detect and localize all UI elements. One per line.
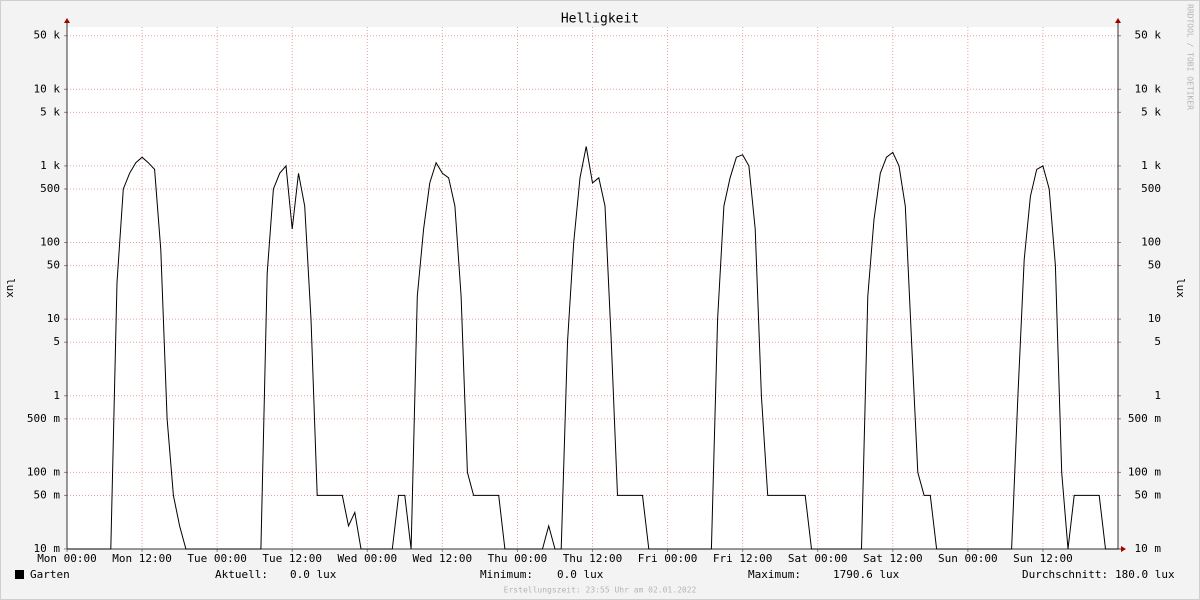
watermark: RRDTOOL / TOBI OETIKER: [1186, 4, 1195, 110]
stat-value: 0.0 lux: [557, 568, 604, 581]
y2-tick-label: 500 m: [1128, 412, 1161, 425]
y2-tick-label: 500: [1141, 182, 1161, 195]
chart-title: Helligkeit: [561, 12, 639, 27]
data-line: [67, 146, 1118, 550]
axis-arrow: [1121, 546, 1126, 552]
y2-tick-label: 50 m: [1135, 488, 1162, 501]
y2-tick-label: 100 m: [1128, 465, 1161, 478]
x-tick-label: Mon 00:00: [37, 552, 97, 565]
y2-tick-label: 1: [1154, 389, 1161, 402]
axis-arrow: [64, 18, 70, 23]
x-tick-label: Sat 12:00: [863, 552, 923, 565]
y-axis-label: lux: [4, 278, 17, 298]
y2-tick-label: 10: [1148, 312, 1161, 325]
x-tick-label: Wed 12:00: [413, 552, 473, 565]
axis-arrow: [1115, 18, 1121, 23]
y-tick-label: 50: [47, 259, 60, 272]
y2-tick-label: 50: [1148, 259, 1161, 272]
stat-label: Durchschnitt:: [1022, 568, 1108, 581]
x-tick-label: Thu 12:00: [563, 552, 623, 565]
y-tick-label: 1 k: [40, 159, 60, 172]
stat-value: 1790.6 lux: [833, 568, 900, 581]
y2-tick-label: 1 k: [1141, 159, 1161, 172]
x-tick-label: Tue 12:00: [262, 552, 322, 565]
y-tick-label: 50 k: [34, 29, 61, 42]
y-tick-label: 500 m: [27, 412, 60, 425]
x-tick-label: Fri 00:00: [638, 552, 698, 565]
legend-label: Garten: [30, 568, 70, 581]
x-tick-label: Thu 00:00: [488, 552, 548, 565]
stat-value: 0.0 lux: [290, 568, 337, 581]
y2-tick-label: 50 k: [1135, 29, 1162, 42]
footer: Erstellungszeit: 23:55 Uhr am 02.01.2022: [504, 586, 697, 595]
legend-swatch: [15, 570, 24, 579]
x-tick-label: Tue 00:00: [187, 552, 247, 565]
x-tick-label: Wed 00:00: [337, 552, 397, 565]
stat-label: Minimum:: [480, 568, 533, 581]
y2-axis-label: lux: [1174, 278, 1187, 298]
stat-value: 180.0 lux: [1115, 568, 1175, 581]
y2-tick-label: 5 k: [1141, 105, 1161, 118]
stat-label: Aktuell:: [215, 568, 268, 581]
x-tick-label: Sat 00:00: [788, 552, 848, 565]
y2-tick-label: 5: [1154, 335, 1161, 348]
y-tick-label: 500: [40, 182, 60, 195]
y-tick-label: 100 m: [27, 465, 60, 478]
y-tick-label: 5: [53, 335, 60, 348]
y2-tick-label: 10 m: [1135, 542, 1162, 555]
x-tick-label: Fri 12:00: [713, 552, 773, 565]
x-tick-label: Sun 00:00: [938, 552, 998, 565]
x-tick-label: Sun 12:00: [1013, 552, 1073, 565]
stat-label: Maximum:: [748, 568, 801, 581]
y-tick-label: 50 m: [34, 488, 61, 501]
y-tick-label: 10 m: [34, 542, 61, 555]
y-tick-label: 100: [40, 236, 60, 249]
x-tick-label: Mon 12:00: [112, 552, 172, 565]
y-tick-label: 10 k: [34, 82, 61, 95]
y-tick-label: 10: [47, 312, 60, 325]
y-tick-label: 1: [53, 389, 60, 402]
y2-tick-label: 10 k: [1135, 82, 1162, 95]
y-tick-label: 5 k: [40, 105, 60, 118]
y2-tick-label: 100: [1141, 236, 1161, 249]
